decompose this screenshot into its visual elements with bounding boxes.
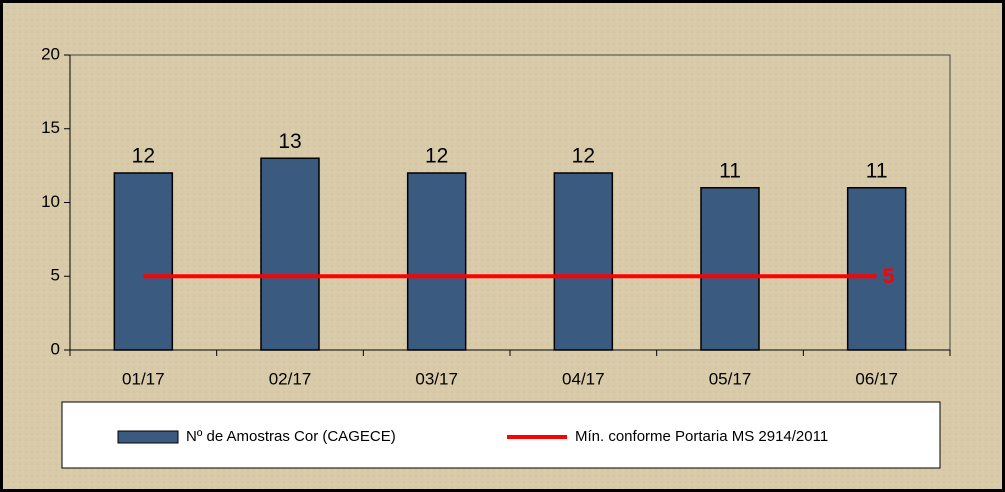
x-tick-label: 06/17 — [855, 369, 898, 388]
data-label: 13 — [278, 130, 301, 153]
y-tick-label: 5 — [51, 266, 60, 285]
data-label: 12 — [425, 145, 448, 168]
y-tick-label: 15 — [41, 118, 60, 137]
bar — [406, 172, 467, 351]
legend-label: Nº de Amostras Cor (CAGECE) — [186, 428, 396, 445]
bar — [553, 172, 614, 351]
x-tick-label: 05/17 — [709, 369, 752, 388]
legend-swatch — [117, 430, 179, 444]
bar — [700, 187, 760, 351]
x-tick-label: 03/17 — [415, 369, 458, 388]
legend — [61, 401, 941, 469]
y-tick-label: 10 — [41, 192, 60, 211]
bar — [113, 172, 174, 351]
legend-label: Mín. conforme Portaria MS 2914/2011 — [575, 428, 828, 445]
bar — [260, 157, 320, 351]
data-label: 11 — [719, 159, 741, 182]
bar — [846, 187, 907, 351]
y-tick-label: 20 — [41, 44, 60, 63]
x-tick-label: 04/17 — [562, 369, 605, 388]
data-label: 12 — [132, 145, 155, 168]
x-tick-label: 01/17 — [122, 369, 165, 388]
data-label: 5 — [883, 265, 895, 288]
data-label: 12 — [572, 145, 595, 168]
y-tick-label: 0 — [51, 339, 60, 358]
x-tick-label: 02/17 — [269, 369, 312, 388]
data-label: 11 — [866, 159, 888, 182]
